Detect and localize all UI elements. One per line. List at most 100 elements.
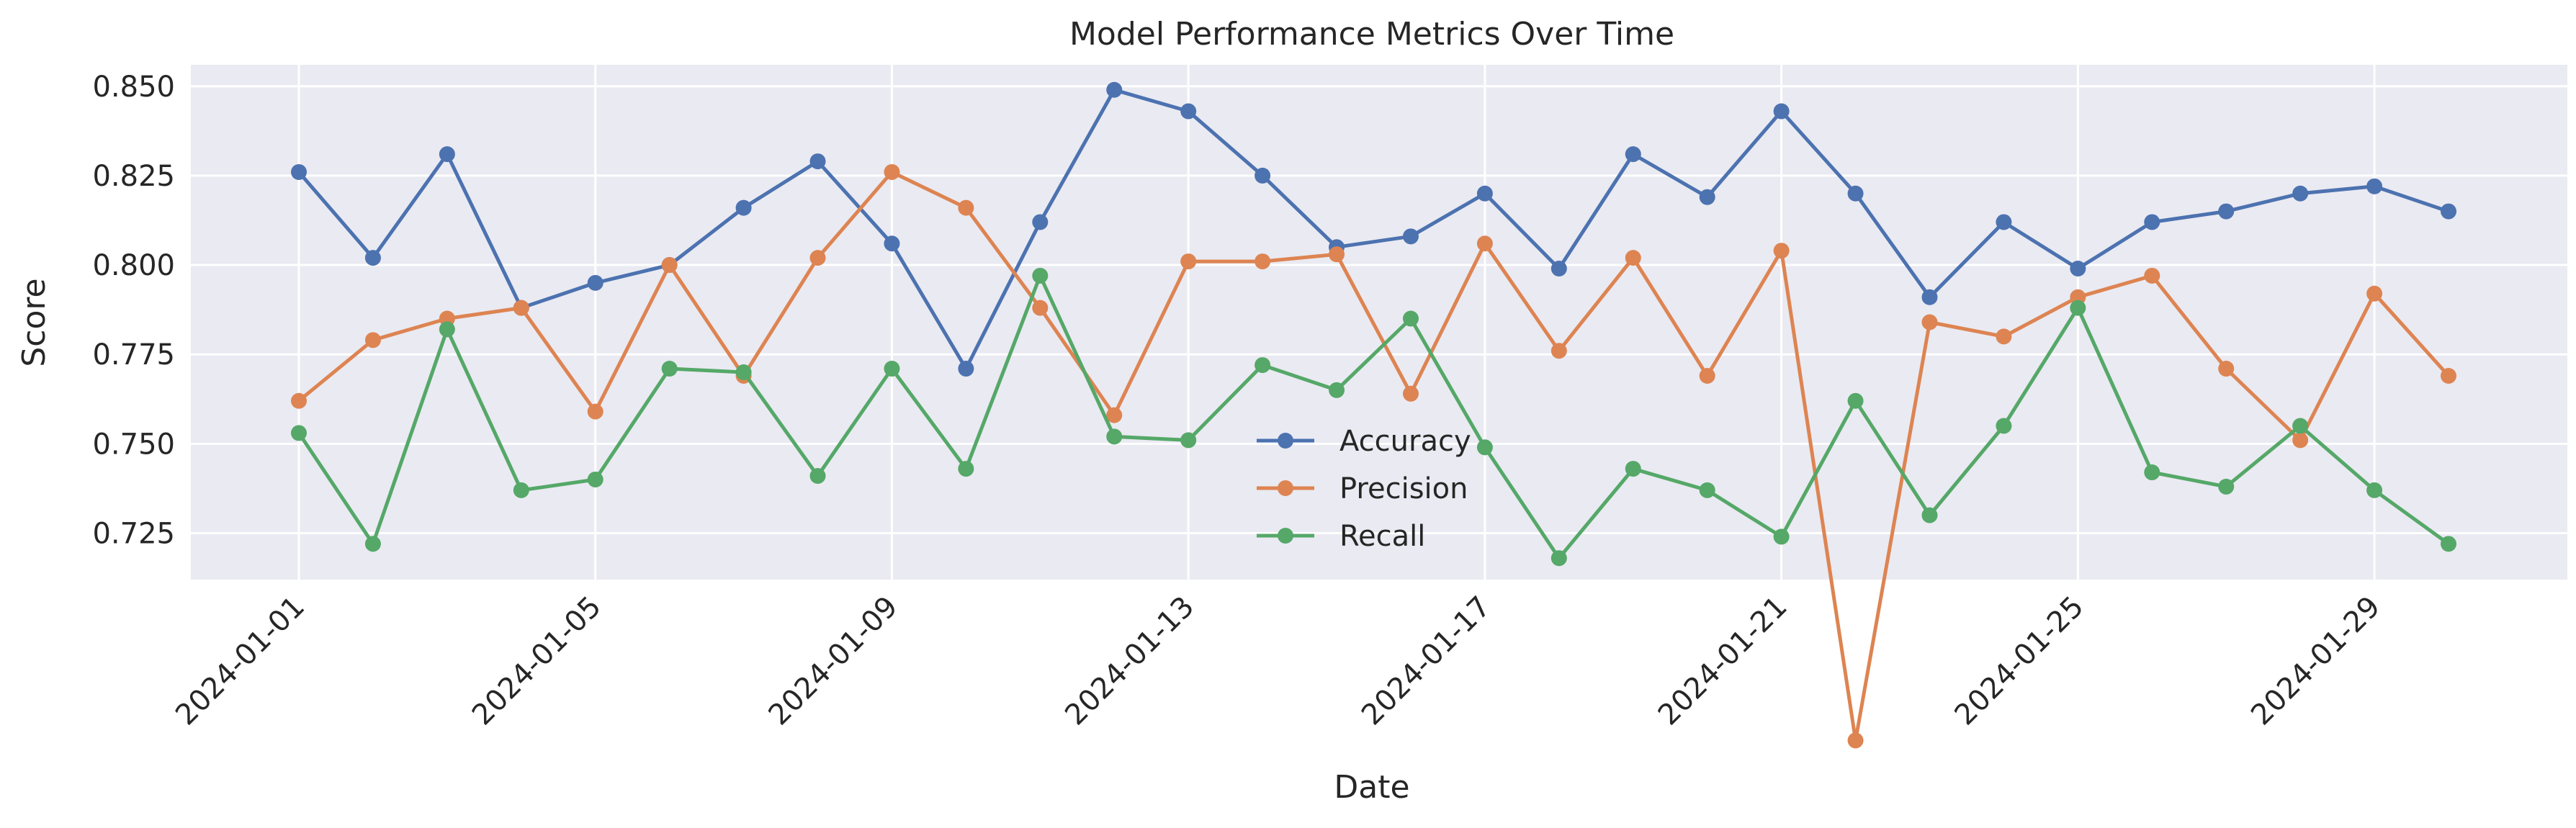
- series-line: [297, 88, 2449, 371]
- data-point: [1255, 253, 1271, 270]
- data-point: [587, 403, 603, 420]
- data-point: [291, 392, 307, 409]
- data-point: [2218, 478, 2235, 495]
- data-point: [364, 332, 381, 348]
- data-point: [1032, 300, 1049, 316]
- data-point: [1106, 81, 1123, 98]
- data-point: [2144, 267, 2160, 284]
- data-point: [661, 257, 678, 274]
- data-point: [439, 146, 455, 163]
- data-point: [1773, 103, 1790, 120]
- data-point: [1773, 243, 1790, 259]
- x-tick-label: 2024-01-13: [1059, 590, 1201, 732]
- data-point: [1996, 328, 2012, 345]
- data-point: [291, 163, 307, 180]
- grid-lines: [191, 65, 2567, 580]
- y-tick-label: 0.750: [92, 428, 175, 461]
- data-point: [1180, 103, 1197, 120]
- data-point: [1625, 146, 1641, 163]
- data-point: [1550, 550, 1567, 567]
- data-point: [661, 361, 678, 377]
- data-point: [2441, 367, 2456, 384]
- data-point: [1847, 392, 1864, 409]
- x-axis-ticks: 2024-01-01 2024-01-05 2024-01-09 2024-01-13…: [169, 590, 2387, 732]
- data-point: [1847, 732, 1864, 749]
- data-point: [1255, 167, 1271, 184]
- data-point: [1996, 418, 2012, 434]
- data-point: [1625, 250, 1641, 266]
- legend: Accuracy Precision Recall: [1257, 425, 1471, 553]
- data-point: [2292, 185, 2309, 202]
- x-tick-label: 2024-01-21: [1652, 590, 1794, 732]
- data-point: [2292, 432, 2309, 449]
- data-point: [587, 471, 603, 487]
- data-point: [1476, 235, 1493, 252]
- data-point: [2144, 464, 2160, 481]
- data-point: [1180, 432, 1197, 449]
- data-point: [1921, 289, 1938, 305]
- data-point: [1921, 507, 1938, 523]
- data-point: [364, 250, 381, 266]
- data-point: [1550, 261, 1567, 277]
- chart-title: Model Performance Metrics Over Time: [1069, 16, 1674, 53]
- data-point: [1402, 385, 1419, 402]
- x-tick-label: 2024-01-17: [1355, 590, 1497, 732]
- series-line: [297, 274, 2450, 560]
- data-point: [513, 482, 529, 498]
- y-tick-label: 0.850: [92, 71, 175, 104]
- data-point: [1032, 214, 1049, 230]
- data-point: [364, 536, 381, 552]
- data-point: [735, 364, 752, 381]
- data-point: [2441, 536, 2456, 552]
- data-point: [1550, 343, 1567, 359]
- data-point: [2366, 482, 2383, 498]
- data-point: [2144, 214, 2160, 230]
- y-axis-label: Score: [16, 278, 53, 366]
- data-point: [291, 425, 307, 441]
- data-point: [1699, 189, 1715, 205]
- data-point: [884, 235, 900, 252]
- data-point: [513, 300, 529, 316]
- data-point: [735, 199, 752, 216]
- x-tick-label: 2024-01-25: [1949, 590, 2091, 732]
- data-point: [1625, 461, 1641, 477]
- data-point: [2366, 285, 2383, 302]
- data-point: [809, 153, 826, 170]
- x-tick-label: 2024-01-05: [466, 590, 608, 732]
- legend-item: Accuracy: [1257, 425, 1471, 458]
- x-axis-label: Date: [1334, 769, 1409, 806]
- data-point: [958, 461, 974, 477]
- data-point: [2292, 418, 2309, 434]
- series-layer: [291, 81, 2456, 749]
- data-point: [1329, 246, 1345, 263]
- y-tick-label: 0.725: [92, 517, 175, 550]
- data-point: [1921, 314, 1938, 330]
- x-tick-label: 2024-01-09: [763, 590, 905, 732]
- data-point: [1255, 357, 1271, 374]
- y-tick-label: 0.775: [92, 338, 175, 372]
- series-line: [297, 170, 2450, 742]
- data-point: [2218, 203, 2235, 220]
- data-point: [1847, 185, 1864, 202]
- data-point: [1996, 214, 2012, 230]
- data-point: [2441, 203, 2456, 220]
- data-point: [1106, 428, 1123, 445]
- legend-swatch-marker: [1278, 528, 1293, 544]
- legend-swatch-marker: [1278, 480, 1293, 496]
- data-point: [1476, 439, 1493, 456]
- data-point: [587, 274, 603, 291]
- data-point: [1402, 228, 1419, 245]
- data-point: [2218, 361, 2235, 377]
- legend-label: Accuracy: [1339, 425, 1471, 458]
- series-precision: [291, 163, 2456, 749]
- data-point: [1329, 382, 1345, 398]
- y-axis-ticks: 0.725 0.750 0.775 0.800 0.825 0.850: [92, 71, 175, 551]
- data-point: [1180, 253, 1197, 270]
- data-point: [809, 250, 826, 266]
- y-tick-label: 0.825: [92, 160, 175, 193]
- data-point: [1106, 407, 1123, 423]
- series-recall: [291, 267, 2456, 567]
- legend-item: Recall: [1257, 520, 1425, 553]
- legend-item: Precision: [1257, 472, 1468, 505]
